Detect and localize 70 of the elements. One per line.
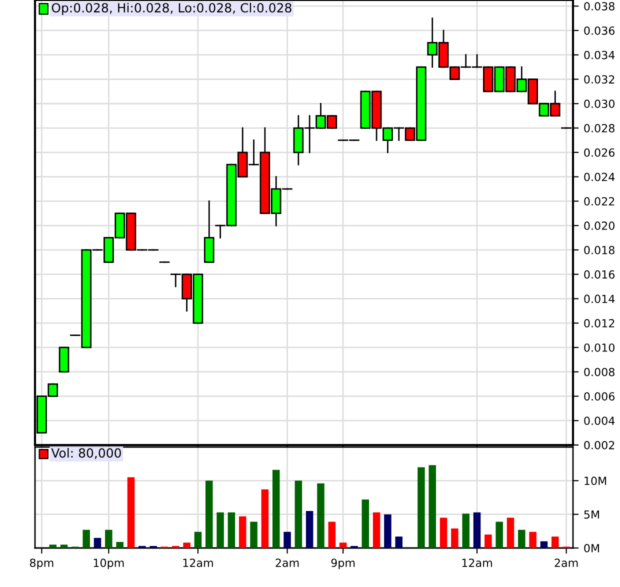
y-tick-label: 0.034 (584, 50, 615, 60)
bar (484, 534, 492, 548)
y-tick-label: 0.008 (584, 368, 614, 376)
x-tick-label: 10pm (94, 558, 124, 570)
bar (284, 532, 291, 548)
bar (250, 522, 258, 548)
bar (216, 512, 224, 548)
bar (317, 483, 324, 548)
bar (428, 465, 436, 548)
y-tick-label: 0.012 (584, 319, 614, 328)
y-tick-label: 0.024 (584, 172, 615, 182)
y-tick-label: 0M (584, 544, 599, 552)
bar (306, 510, 314, 548)
bar (418, 467, 425, 548)
annotation: Vol: 80,000 (51, 448, 121, 459)
bar (127, 477, 135, 548)
bar (462, 514, 470, 548)
y-tick-label: 0.006 (584, 392, 615, 401)
bar (82, 530, 90, 548)
y-tick-label: 5M (584, 510, 599, 519)
bar (294, 480, 302, 548)
y-tick-label: 0.020 (584, 222, 614, 230)
bar (440, 518, 448, 548)
annotation: Op:0.028, Hi:0.028, Lo:0.028, Cl:0.028 (52, 2, 292, 15)
bar (272, 470, 280, 548)
bar (372, 512, 380, 548)
bar (328, 522, 336, 548)
y-tick-label: 0.018 (584, 246, 614, 254)
y-tick-label: 0.038 (584, 2, 614, 10)
bar (529, 532, 536, 548)
bar (384, 514, 392, 548)
y-tick-label: 0.004 (584, 416, 615, 425)
y-tick-label: 0.016 (584, 270, 615, 279)
y-tick-label: 10M (584, 476, 606, 486)
x-tick-label: 8pm (30, 558, 54, 570)
y-tick-label: 0.036 (584, 26, 615, 35)
y-tick-label: 0.022 (584, 197, 614, 206)
bar (395, 536, 403, 548)
bar (339, 542, 347, 548)
x-tick-label: 2am (554, 558, 578, 568)
x-tick-label: 9pm (331, 558, 355, 570)
x-tick-label: 12am (462, 558, 492, 568)
bar (183, 542, 190, 548)
bar (518, 530, 526, 548)
bar (194, 532, 202, 548)
y-tick-label: 0.010 (584, 343, 614, 352)
y-tick-label: 0.028 (584, 124, 614, 132)
bar (116, 542, 124, 548)
y-tick-label: 0.014 (584, 294, 615, 304)
bar (105, 530, 112, 548)
bar (261, 489, 269, 548)
bar (552, 536, 559, 548)
bar (473, 512, 481, 548)
bar (451, 528, 458, 548)
y-tick-label: 0.026 (584, 148, 615, 157)
x-tick-label: 12am (183, 558, 213, 568)
bar (94, 538, 102, 548)
y-tick-label: 0.030 (584, 100, 614, 108)
y-tick-label: 0.032 (584, 75, 614, 84)
bar (506, 518, 514, 548)
bar (228, 512, 236, 548)
bar (60, 544, 68, 548)
bar (540, 541, 548, 548)
bar (238, 516, 246, 548)
bar (496, 522, 503, 548)
x-tick-label: 2am (276, 558, 299, 568)
bar (205, 480, 213, 548)
bar (362, 500, 370, 548)
bar (49, 544, 56, 548)
y-tick-label: 0.002 (584, 440, 614, 450)
